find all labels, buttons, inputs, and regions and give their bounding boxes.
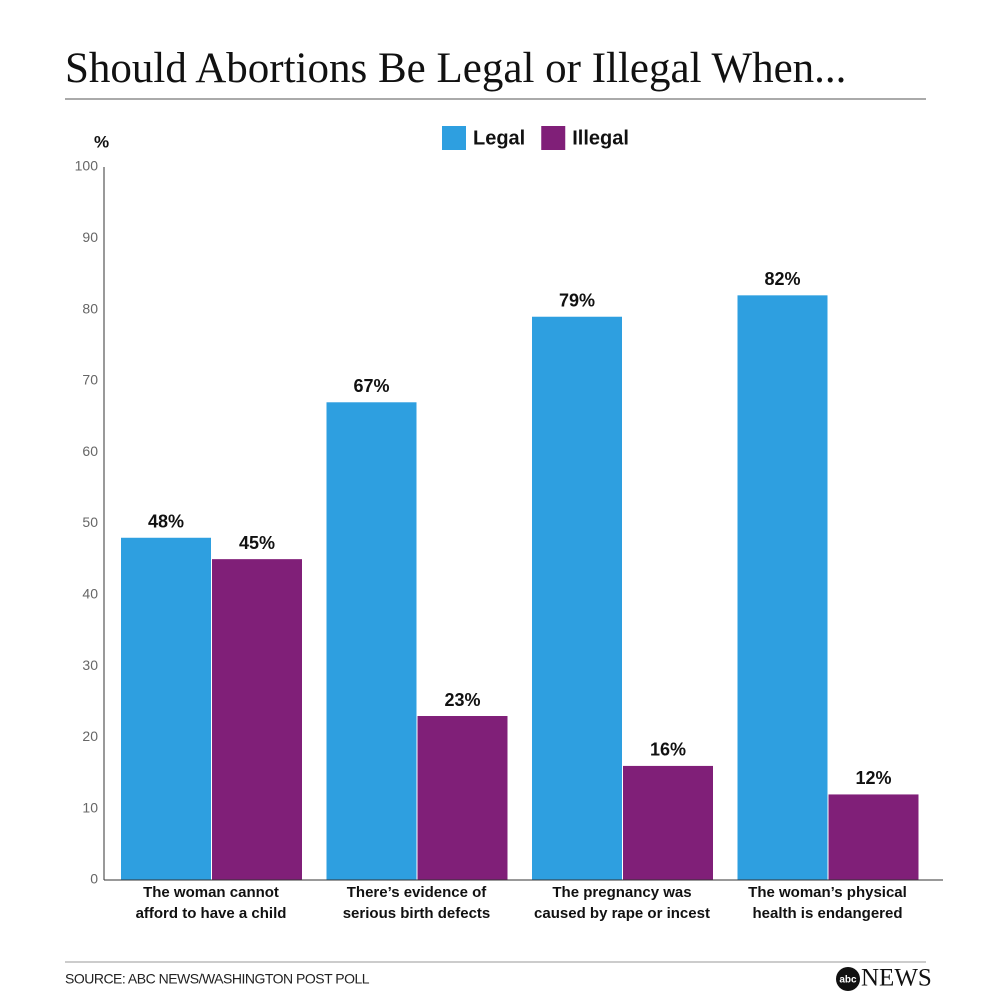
- x-tick-label: afford to have a child: [136, 905, 287, 922]
- value-label: 16%: [650, 740, 686, 760]
- x-tick-label: health is endangered: [752, 905, 902, 922]
- source: SOURCE: ABC NEWS/WASHINGTON POST POLL: [65, 971, 370, 987]
- value-label: 48%: [148, 512, 184, 532]
- x-tick-label: The woman cannot: [143, 884, 279, 901]
- value-label: 12%: [855, 768, 891, 788]
- y-tick-label: 40: [82, 586, 98, 602]
- legend-swatch: [442, 126, 466, 150]
- y-unit: %: [94, 132, 109, 151]
- y-tick-label: 80: [82, 300, 98, 316]
- bar: [212, 559, 302, 880]
- x-tick-label: caused by rape or incest: [534, 905, 710, 922]
- chart-title: Should Abortions Be Legal or Illegal Whe…: [65, 45, 846, 92]
- logo-news: NEWS: [861, 965, 932, 992]
- x-tick-label: The pregnancy was: [552, 884, 691, 901]
- legend-label: Illegal: [572, 127, 629, 149]
- value-label: 67%: [353, 376, 389, 396]
- value-label: 45%: [239, 533, 275, 553]
- y-tick-label: 20: [82, 728, 98, 744]
- y-tick-label: 30: [82, 657, 98, 673]
- bar: [326, 402, 417, 880]
- y-tick-label: 60: [82, 443, 98, 459]
- y-tick-label: 10: [82, 799, 98, 815]
- logo-circle: [836, 967, 860, 991]
- x-tick-label: The woman’s physical: [748, 884, 907, 901]
- x-tick-label: There’s evidence of: [347, 884, 488, 901]
- value-label: 79%: [559, 290, 595, 310]
- legend-swatch: [541, 126, 566, 150]
- bar: [623, 765, 713, 880]
- y-tick-label: 50: [82, 514, 98, 530]
- x-tick-label: serious birth defects: [343, 905, 491, 922]
- bar: [417, 716, 508, 880]
- value-label: 23%: [444, 690, 480, 710]
- legend-label: Legal: [473, 127, 525, 149]
- bar: [737, 295, 828, 881]
- y-tick-label: 0: [90, 871, 98, 887]
- value-label: 82%: [764, 269, 800, 289]
- y-tick-label: 100: [75, 158, 99, 174]
- bar: [828, 794, 919, 880]
- y-tick-label: 90: [82, 229, 98, 245]
- bar: [121, 537, 211, 880]
- bar: [532, 316, 622, 881]
- logo-abc: abc: [839, 975, 857, 986]
- y-tick-label: 70: [82, 372, 98, 388]
